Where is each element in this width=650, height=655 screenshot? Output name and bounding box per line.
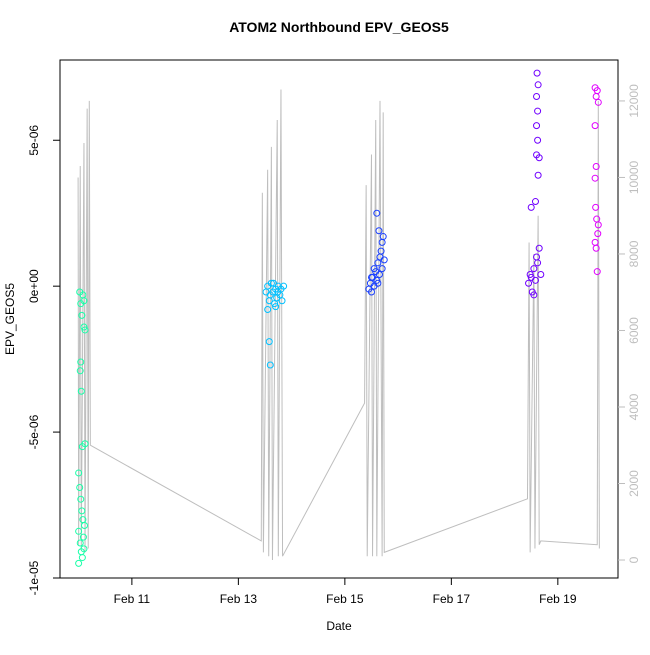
point <box>592 92 600 100</box>
point <box>527 203 535 211</box>
y2-tick-label: 6000 <box>627 317 641 344</box>
x-tick-label: Feb 13 <box>220 592 258 606</box>
point <box>272 303 280 311</box>
point <box>533 122 541 130</box>
x-tick-label: Feb 17 <box>433 592 471 606</box>
point <box>594 230 602 238</box>
point <box>591 122 599 130</box>
point <box>75 559 83 567</box>
point <box>534 136 542 144</box>
y2-tick-label: 8000 <box>627 240 641 267</box>
point <box>591 174 599 182</box>
point <box>77 387 85 395</box>
point <box>378 265 386 273</box>
point <box>535 244 543 252</box>
y-axis-label: EPV_GEOS5 <box>3 283 17 355</box>
y2-tick-label: 12000 <box>627 84 641 118</box>
point <box>526 270 534 278</box>
point <box>591 238 599 246</box>
point <box>80 545 88 553</box>
point <box>274 288 282 296</box>
point <box>593 268 601 276</box>
point <box>375 227 383 235</box>
point <box>78 311 86 319</box>
point <box>380 256 388 264</box>
y2-tick-label: 10000 <box>627 160 641 194</box>
point <box>265 338 273 346</box>
point <box>77 495 85 503</box>
point <box>80 521 88 529</box>
point <box>78 554 86 562</box>
point <box>271 300 279 308</box>
point <box>79 533 87 541</box>
y2-tick-label: 0 <box>627 556 641 563</box>
x-axis-label: Date <box>326 619 352 633</box>
y2-tick-label: 4000 <box>627 393 641 420</box>
point <box>593 87 601 95</box>
point <box>75 469 83 477</box>
point <box>270 279 278 287</box>
point <box>370 265 378 273</box>
point <box>267 279 275 287</box>
point <box>379 233 387 241</box>
x-tick-label: Feb 15 <box>326 592 364 606</box>
point <box>367 288 375 296</box>
line-series <box>77 89 600 561</box>
point <box>264 306 272 314</box>
point <box>76 484 84 492</box>
point <box>77 358 85 366</box>
point <box>375 270 383 278</box>
point <box>531 198 539 206</box>
point <box>533 69 541 77</box>
point <box>367 273 375 281</box>
point <box>81 440 89 448</box>
point <box>534 107 542 115</box>
y-tick-label: -5e-06 <box>27 414 41 449</box>
point <box>533 92 541 100</box>
point <box>535 154 543 162</box>
point <box>537 270 545 278</box>
point <box>592 203 600 211</box>
point <box>534 171 542 179</box>
point <box>76 539 84 547</box>
point <box>280 282 288 290</box>
plot-box <box>59 59 619 579</box>
x-tick-label: Feb 11 <box>114 592 151 606</box>
point <box>525 279 533 287</box>
y2-tick-label: 2000 <box>627 470 641 497</box>
point <box>378 238 386 246</box>
point <box>534 259 542 267</box>
y-tick-label: 0e+00 <box>27 269 41 303</box>
y-tick-label: 5e-06 <box>27 125 41 156</box>
point <box>80 323 88 331</box>
point <box>374 279 382 287</box>
point <box>76 367 84 375</box>
point <box>80 297 88 305</box>
point <box>373 276 381 284</box>
point <box>594 221 602 229</box>
x-tick-label: Feb 19 <box>539 592 577 606</box>
point <box>592 163 600 171</box>
y-tick-label: -1e-05 <box>27 560 41 595</box>
point <box>534 81 542 89</box>
point <box>373 209 381 217</box>
point <box>374 259 382 267</box>
point <box>531 276 539 284</box>
point <box>376 253 384 261</box>
point <box>81 326 89 334</box>
point <box>266 361 274 369</box>
point <box>530 291 538 299</box>
point <box>530 265 538 273</box>
point <box>278 297 286 305</box>
point <box>75 527 83 535</box>
point <box>594 98 602 106</box>
point <box>78 507 86 515</box>
chart-title: ATOM2 Northbound EPV_GEOS5 <box>229 19 449 35</box>
